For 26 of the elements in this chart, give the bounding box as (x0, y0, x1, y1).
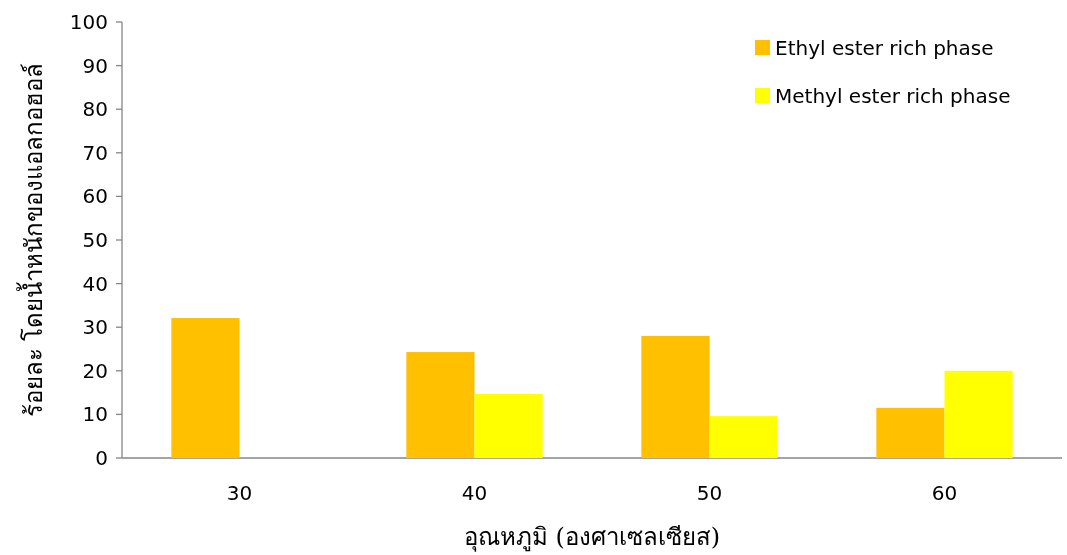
legend-label: Methyl ester rich phase (775, 84, 1011, 108)
y-tick-label: 60 (82, 184, 108, 209)
bar (406, 352, 475, 458)
y-tick-label: 0 (95, 446, 108, 470)
y-tick-label: 20 (82, 358, 108, 383)
bar (171, 318, 240, 458)
bar (944, 370, 1013, 458)
bar (876, 407, 945, 458)
y-tick-label: 100 (69, 10, 108, 34)
y-tick-label: 40 (82, 271, 108, 296)
y-axis-title: ร้อยละ โดยน้ำหนักของแอลกอฮอล์ (16, 62, 48, 418)
bar (474, 393, 543, 458)
x-tick-label: 30 (226, 481, 253, 505)
x-axis-title: อุณหภูมิ (องศาเซลเซียส) (463, 523, 721, 552)
legend-label: Ethyl ester rich phase (775, 36, 994, 60)
x-tick-label: 60 (931, 481, 958, 505)
x-tick-label: 40 (461, 481, 488, 505)
y-tick-label: 90 (82, 53, 108, 78)
x-tick-label: 50 (696, 481, 723, 505)
y-tick-label: 80 (82, 97, 108, 122)
bar (641, 335, 710, 458)
y-tick-label: 50 (82, 228, 108, 252)
bar (709, 416, 778, 458)
y-tick-label: 30 (82, 315, 108, 340)
y-tick-label: 10 (82, 402, 108, 427)
y-tick-label: 70 (82, 140, 108, 165)
